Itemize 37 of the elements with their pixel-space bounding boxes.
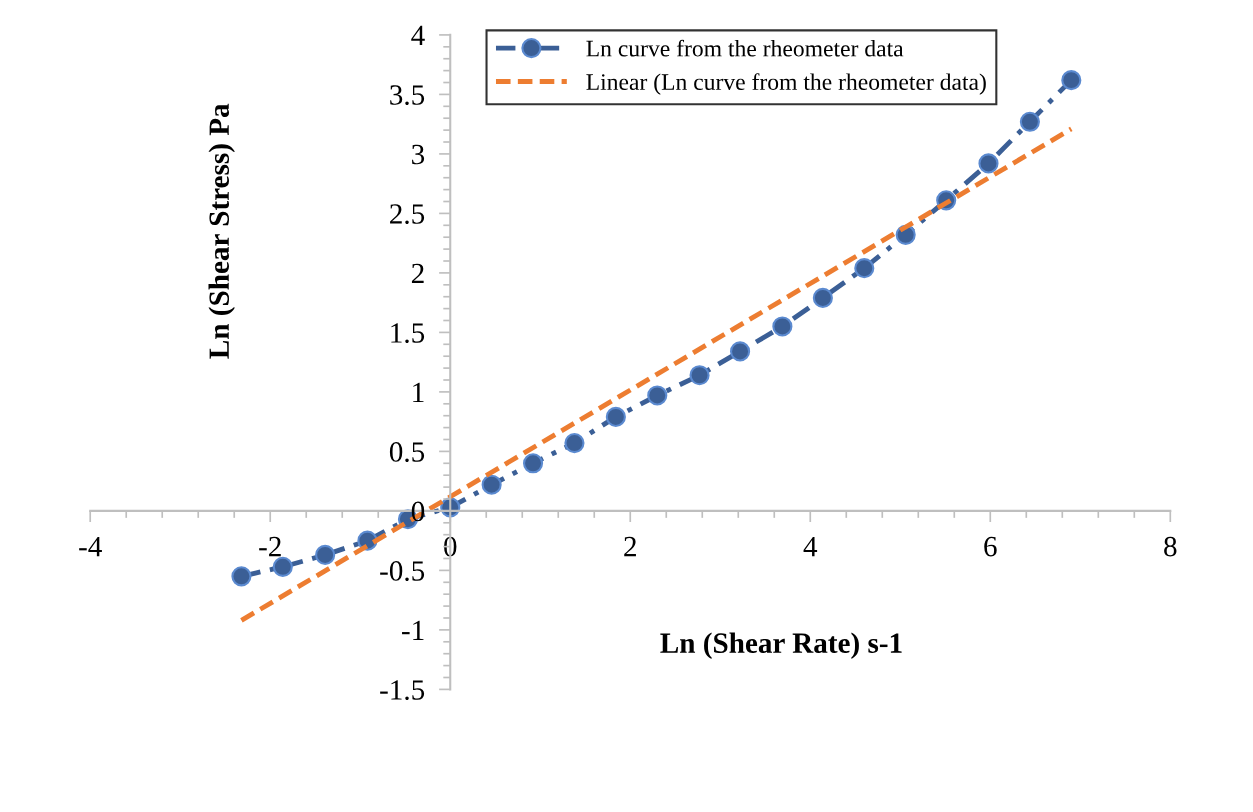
y-tick-label: -0.5 [380, 561, 425, 581]
point [272, 556, 293, 577]
point [730, 341, 751, 362]
y-tick-label: 4 [411, 25, 425, 46]
y-tick-label: 1.5 [391, 323, 425, 343]
point [1061, 70, 1082, 91]
y-tick-label: 2 [411, 263, 424, 284]
point [481, 474, 502, 495]
y-tick-label: -1.5 [380, 680, 425, 700]
x-tick-label: -4 [79, 536, 102, 557]
x-axis-title: Ln (Shear Rate) s-1 [660, 632, 902, 659]
x-tick-label: 8 [1164, 536, 1177, 557]
point [522, 453, 544, 474]
x-tick-label: -2 [259, 536, 281, 557]
x-tick-label: 6 [984, 536, 997, 557]
point [689, 365, 710, 386]
y-tick-label: 0.5 [389, 442, 425, 462]
legend-label: Ln curve from the rheometer data [586, 39, 904, 57]
y-tick-label: 3 [412, 144, 425, 165]
x-tick-label: 4 [803, 536, 818, 557]
point [812, 287, 833, 308]
point [231, 566, 252, 587]
point [647, 385, 668, 406]
point [772, 316, 793, 337]
y-tick-label: 1 [413, 382, 424, 403]
y-tick-label: -1 [402, 620, 424, 641]
point [1019, 111, 1040, 132]
point [854, 258, 875, 279]
point [315, 544, 336, 565]
y-tick-label: 3.5 [390, 85, 425, 105]
point [605, 406, 626, 427]
y-tick-label: 2.5 [390, 204, 425, 224]
x-tick-label: 2 [624, 536, 636, 557]
legend-label: Linear (Ln curve from the rheometer data) [586, 73, 986, 95]
y-axis-title: Ln (Shear Stress) Pa [208, 103, 235, 359]
point [564, 433, 585, 454]
point [978, 153, 999, 174]
